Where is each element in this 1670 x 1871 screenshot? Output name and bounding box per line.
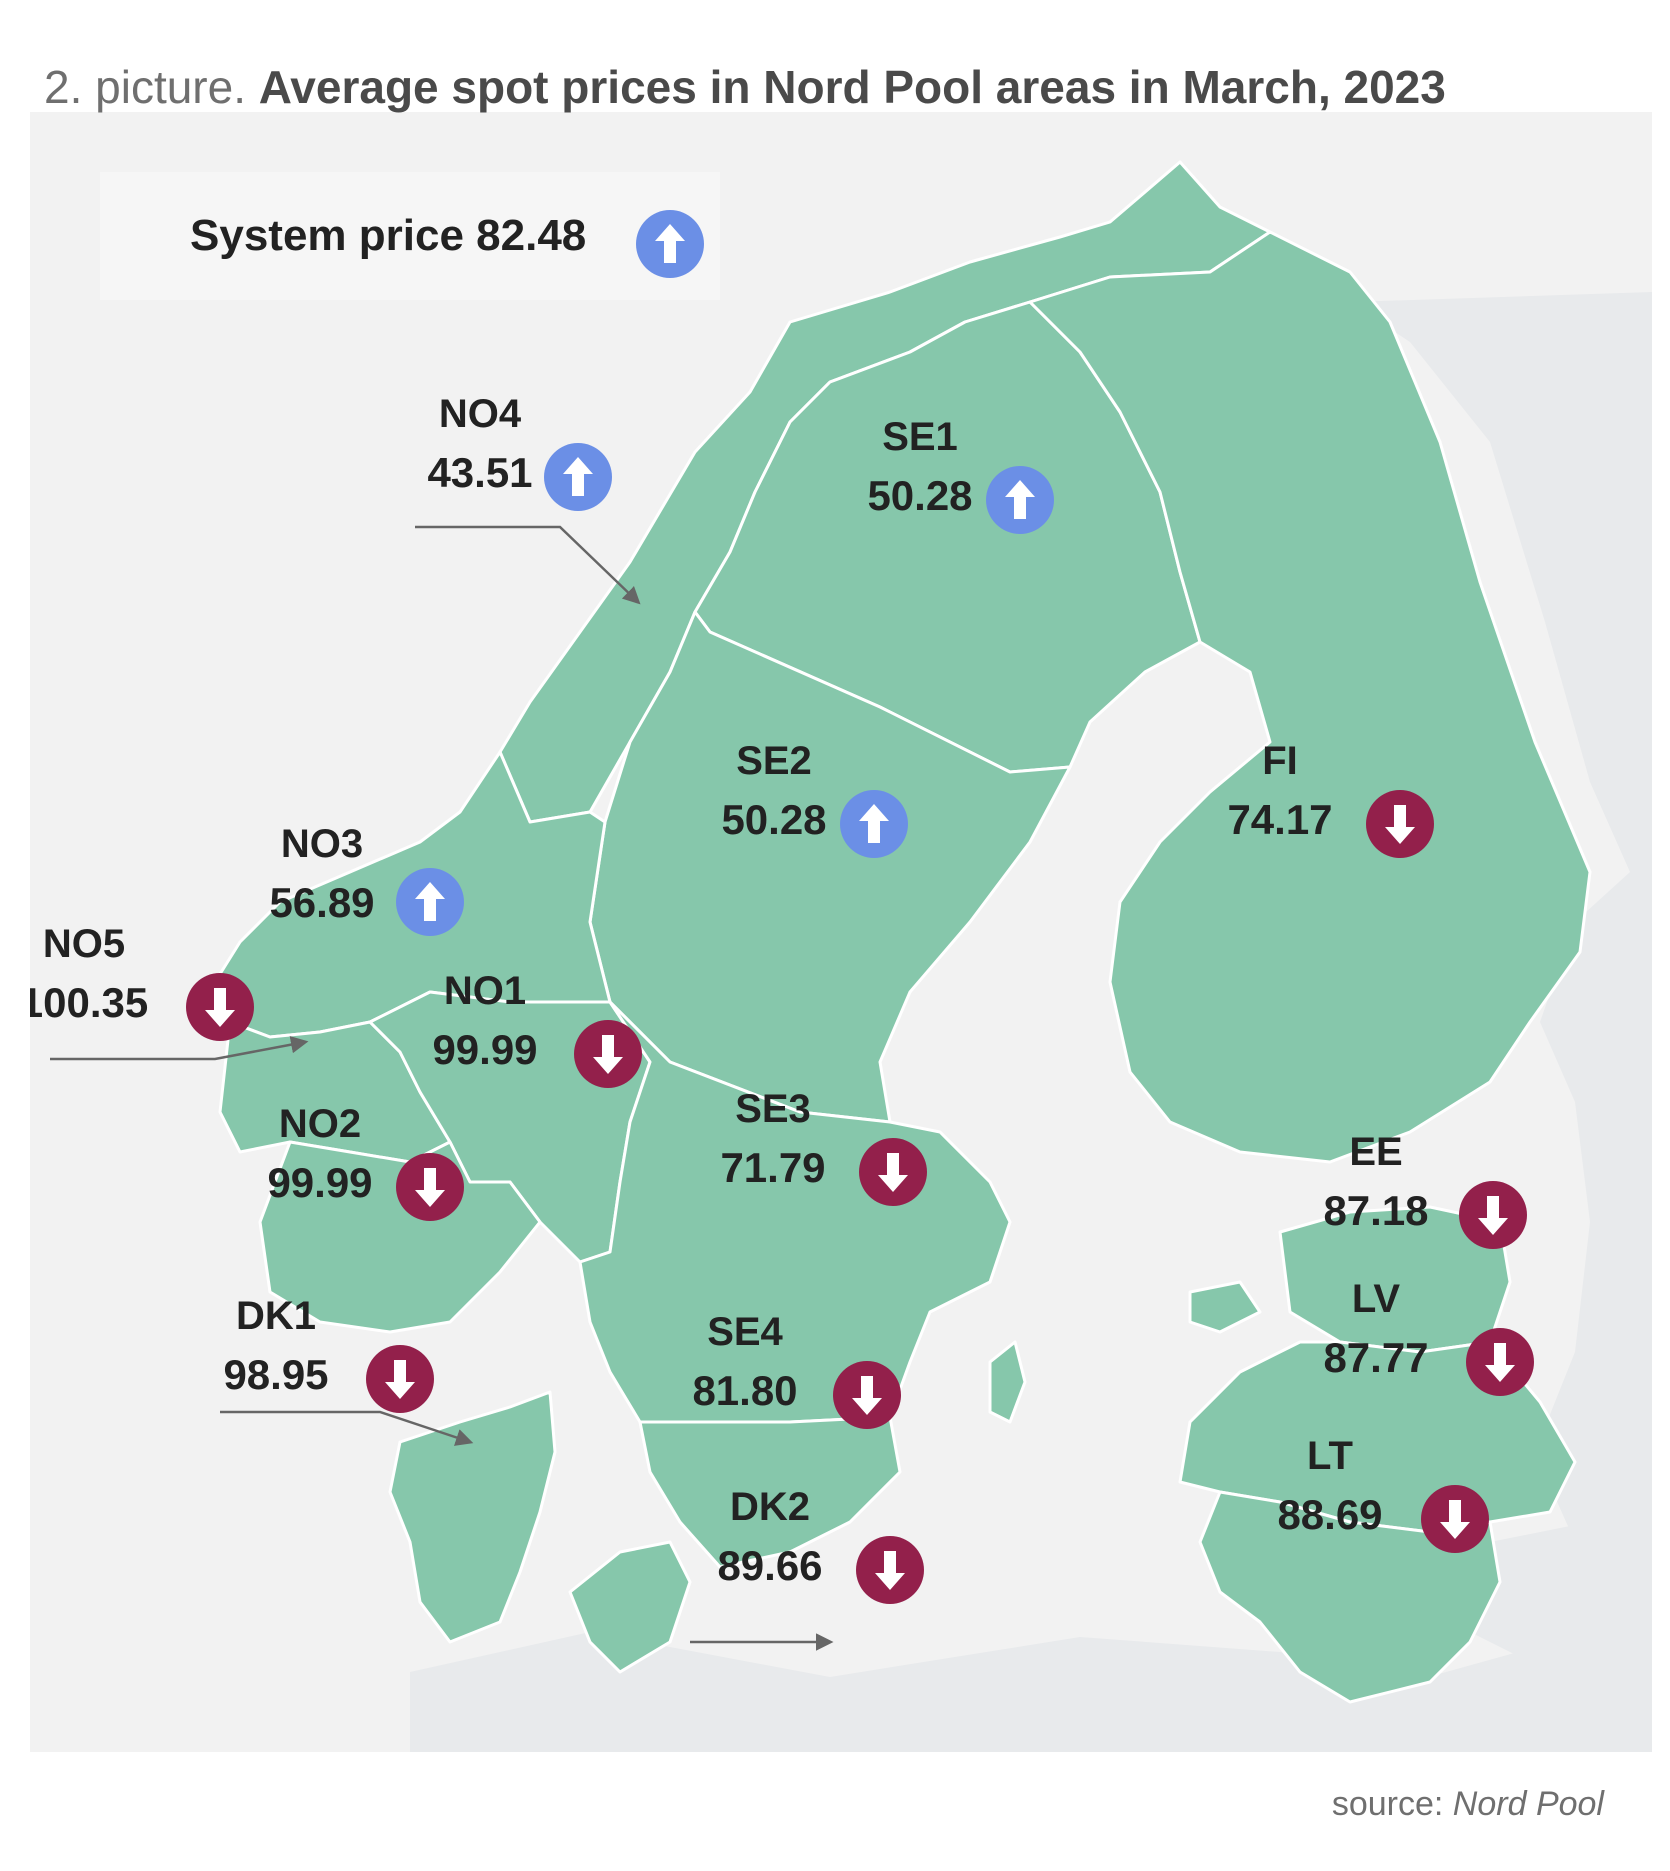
system-price-label: System price 82.48 [190, 211, 586, 260]
arrow-up-icon [840, 790, 908, 858]
title-lead: 2. picture. [44, 61, 246, 113]
area-name: SE2 [736, 739, 812, 783]
arrow-down-icon [833, 1361, 901, 1429]
area-price: 98.95 [223, 1351, 328, 1398]
pointer-line-dk1 [220, 1410, 474, 1446]
area-name: LV [1352, 1277, 1400, 1321]
belarus-region [1430, 1502, 1652, 1662]
area-price: 50.28 [867, 472, 972, 519]
arrow-down-icon [366, 1345, 434, 1413]
land-regions [213, 160, 1592, 1704]
pointer-line-no4 [415, 525, 641, 605]
arrow-down-icon [574, 1020, 642, 1088]
arrow-down-icon [186, 973, 254, 1041]
arrow-up-icon [396, 868, 464, 936]
region-ee [1278, 1205, 1512, 1354]
area-label-se2: SE2 50.28 [721, 739, 908, 858]
area-label-lv: LV 87.77 [1323, 1277, 1534, 1396]
area-price: 88.69 [1277, 1491, 1382, 1538]
area-label-dk1: DK1 98.95 [223, 1294, 434, 1413]
source-note: source: Nord Pool [1332, 1785, 1604, 1824]
region-dk1 [388, 1390, 557, 1644]
page-title: 2. picture. Average spot prices in Nord … [44, 60, 1446, 114]
area-label-dk2: DK2 89.66 [717, 1485, 924, 1604]
area-label-no4: NO4 43.51 [427, 392, 612, 511]
area-label-fi: FI 74.17 [1227, 739, 1434, 858]
area-price: 74.17 [1227, 796, 1332, 843]
area-label-no2: NO2 99.99 [267, 1102, 464, 1221]
area-name: LT [1307, 1434, 1353, 1478]
area-name: DK2 [730, 1485, 810, 1529]
title-main: Average spot prices in Nord Pool areas i… [258, 61, 1446, 113]
system-price-box: System price 82.48 [100, 172, 720, 300]
area-label-ee: EE 87.18 [1323, 1130, 1527, 1249]
region-dk2 [568, 1540, 692, 1674]
area-name: DK1 [236, 1294, 316, 1338]
area-label-lt: LT 88.69 [1277, 1434, 1489, 1553]
area-price: 99.99 [432, 1026, 537, 1073]
arrow-down-icon [1421, 1485, 1489, 1553]
area-name: SE4 [707, 1310, 783, 1354]
area-price: 43.51 [427, 449, 532, 496]
area-price: 100.35 [30, 979, 148, 1026]
area-price: 56.89 [269, 879, 374, 926]
area-label-se1: SE1 50.28 [867, 415, 1054, 534]
region-se4 [638, 1415, 902, 1569]
area-label-no5: NO5 100.35 [30, 922, 254, 1041]
area-price: 87.18 [1323, 1187, 1428, 1234]
area-name: SE1 [882, 415, 958, 459]
map-frame: NO4 43.51 SE1 50.28 SE2 50.28 FI 74.17 NO3 56.89 N… [30, 22, 1652, 1862]
arrow-up-icon [544, 443, 612, 511]
nord-pool-map: NO443.51SE150.28SE250.28FI74.17NO356.89N… [30, 112, 1652, 1752]
area-name: NO5 [43, 922, 125, 966]
pointer-line-no5 [50, 1036, 309, 1061]
arrow-down-icon [396, 1153, 464, 1221]
area-price: 81.80 [692, 1367, 797, 1414]
region-se2 [588, 610, 1072, 1124]
area-name: EE [1349, 1130, 1402, 1174]
region-fi [1028, 230, 1592, 1164]
area-price: 89.66 [717, 1542, 822, 1589]
russia-region [1350, 292, 1652, 1542]
area-name: NO1 [444, 969, 526, 1013]
europe-south-region [410, 1632, 1652, 1752]
island-saaremaa [1188, 1280, 1262, 1334]
arrow-down-icon [859, 1138, 927, 1206]
region-lt [1198, 1490, 1502, 1704]
island-gotland [988, 1340, 1027, 1424]
area-name: FI [1262, 739, 1298, 783]
area-price: 87.77 [1323, 1334, 1428, 1381]
arrow-up-icon [986, 466, 1054, 534]
area-price: 50.28 [721, 796, 826, 843]
arrow-down-icon [1466, 1328, 1534, 1396]
area-name: SE3 [735, 1087, 811, 1131]
arrow-down-icon [1366, 790, 1434, 858]
area-label-se4: SE4 81.80 [692, 1310, 901, 1429]
area-name: NO3 [281, 822, 363, 866]
area-label-no3: NO3 56.89 [269, 822, 464, 936]
area-price: 71.79 [720, 1144, 825, 1191]
source-name: Nord Pool [1452, 1785, 1604, 1823]
arrow-down-icon [856, 1536, 924, 1604]
area-label-se3: SE3 71.79 [720, 1087, 927, 1206]
area-price: 99.99 [267, 1159, 372, 1206]
area-label-no1: NO1 99.99 [432, 969, 642, 1088]
arrow-up-icon [636, 210, 704, 278]
area-name: NO2 [279, 1102, 361, 1146]
area-name: NO4 [439, 392, 522, 436]
arrow-down-icon [1459, 1181, 1527, 1249]
source-prefix: source: [1331, 1785, 1444, 1823]
